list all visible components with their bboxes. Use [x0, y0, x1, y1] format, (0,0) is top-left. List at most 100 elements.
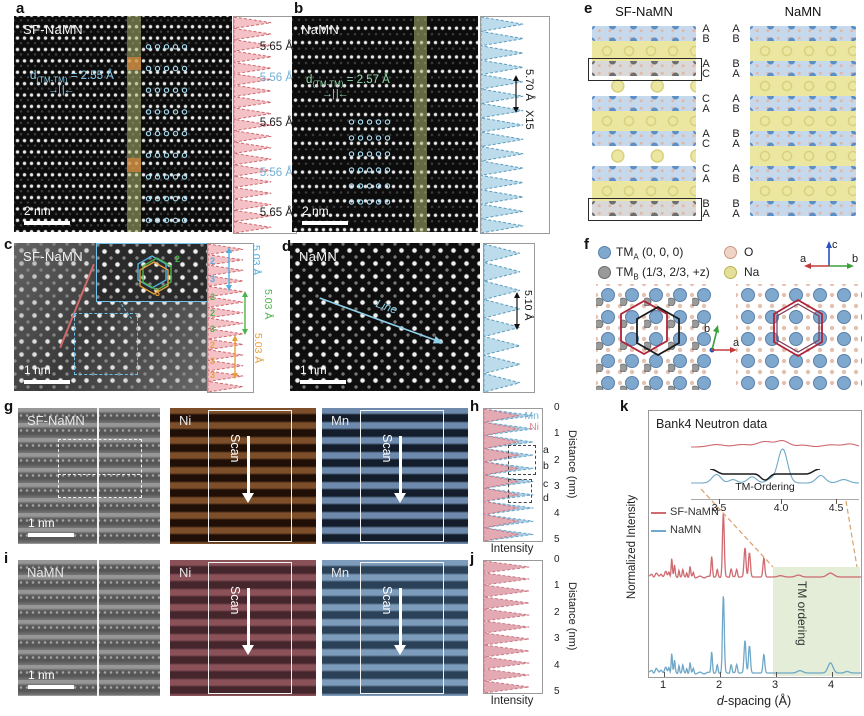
- diffraction-curves: [649, 488, 861, 675]
- peak-pair-box: [508, 445, 536, 475]
- intensity-profile-d: 5.10 Å: [483, 243, 535, 393]
- plot-title: Bank4 Neutron data: [656, 417, 768, 431]
- inset-digit: 2: [175, 254, 181, 264]
- tm-ordering-region: [773, 567, 860, 676]
- region-divider-line: [97, 408, 99, 544]
- scalebar: [28, 685, 74, 689]
- panel-label-c: c: [4, 236, 13, 253]
- measurement-label: 5.03 Å: [252, 333, 264, 364]
- roi-dashed-box: [58, 439, 142, 498]
- series-label-ni: Ni: [529, 421, 539, 433]
- inset-axis-line: [691, 499, 859, 500]
- peak-label: b: [543, 460, 549, 472]
- tm-ordering-region-label: TM ordering: [795, 581, 809, 646]
- series-label-mn: Mn: [524, 410, 539, 422]
- x-tick: [776, 672, 777, 677]
- x-tick: [664, 672, 665, 677]
- legend-tma: TMA (0, 0, 0): [616, 245, 684, 262]
- legend-line-blue: [651, 530, 666, 532]
- scalebar-label: 1 nm: [300, 363, 327, 377]
- scan-region-box: [208, 410, 292, 542]
- spacing-arrows: →| |←: [322, 88, 349, 100]
- structure-title-right: NaMN: [784, 4, 822, 19]
- structure-topview-nm: [736, 284, 862, 390]
- x-tick-label: 3: [771, 679, 779, 691]
- panel-label-f: f: [584, 236, 589, 253]
- stacking-fault-marker: [127, 57, 141, 70]
- scan-label: Scan: [228, 434, 242, 463]
- tma-atom-icon: [598, 246, 611, 259]
- x-tick-label: 4: [827, 679, 835, 691]
- intensity-axis-label: Intensity: [490, 695, 534, 707]
- element-label: Ni: [179, 413, 192, 428]
- eds-line-profile-sf: Mn Ni: [483, 408, 543, 542]
- panel-label-i: i: [4, 550, 9, 567]
- crystal-axes-ab: b a: [704, 323, 740, 353]
- peak-label: a: [543, 444, 549, 456]
- haadf-image-sf: SF-NaMN 1 nm: [18, 408, 160, 544]
- tem-image-sf-namn-planar: SF-NaMN 2 3 1 nm: [14, 243, 207, 391]
- panel-label-g: g: [4, 398, 14, 415]
- line-scan-annotation: Line: [318, 279, 451, 349]
- inset-tick: [719, 499, 720, 504]
- scalebar: [300, 380, 346, 384]
- honeycomb-overlays: [137, 255, 172, 295]
- x-tick-label: 2: [715, 679, 723, 691]
- scalebar-label: 1 nm: [24, 363, 51, 377]
- panel-label-k: k: [620, 398, 629, 415]
- d-spacing-annotation: d(TM-TM) = 2.57 Å: [306, 74, 390, 89]
- element-label: Ni: [179, 565, 192, 580]
- eds-map-ni-nm: Ni Scan: [170, 560, 316, 696]
- brace-label: TM-Ordering: [735, 481, 795, 493]
- inset-tick-label: 4.5: [828, 502, 844, 514]
- region-divider-line: [97, 560, 99, 696]
- eds-map-ni-sf: Ni Scan: [170, 408, 316, 544]
- scan-arrow-icon: [394, 588, 406, 655]
- structure-namn: [750, 26, 856, 216]
- peak-label: c: [543, 478, 549, 490]
- panel-label-j: j: [470, 550, 475, 567]
- inset-tick-label: 3.5: [711, 502, 727, 514]
- eds-map-mn-nm: Mn Scan: [322, 560, 468, 696]
- svg-text:b: b: [852, 253, 858, 265]
- peak-label: d: [543, 492, 549, 504]
- panel-label-d: d: [282, 238, 292, 255]
- o-atom-icon: [724, 246, 737, 259]
- profile-spacing-label: 5.70 ÅX15: [523, 69, 535, 130]
- distance-axis-label: Distance (nm): [566, 582, 578, 651]
- scalebar: [302, 221, 348, 225]
- inset-tick: [836, 499, 837, 504]
- panel-label-a: a: [16, 0, 25, 17]
- na-column-markers: [347, 114, 393, 210]
- scan-annotation: Scan: [228, 586, 254, 655]
- measurement-label: 5.03 Å: [250, 245, 262, 276]
- scan-arrow-icon: [242, 436, 254, 503]
- sample-label: NaMN: [299, 249, 338, 264]
- svg-text:a: a: [733, 337, 740, 349]
- scan-region-box: [360, 562, 444, 694]
- element-label: Mn: [331, 413, 350, 428]
- structure-title-left: SF-NaMN: [615, 4, 673, 19]
- scalebar: [24, 221, 70, 225]
- line-scan-arrow: [319, 297, 444, 344]
- y-axis-label: Normalized Intensity: [626, 494, 638, 600]
- inset-tick-label: 4.0: [773, 502, 789, 514]
- magnified-inset: 2 3: [96, 243, 207, 302]
- roi-dashed-box: [74, 313, 138, 375]
- scan-region-box: [208, 562, 292, 694]
- d-spacing-annotation: d(TM-TM) = 2.55 Å: [30, 70, 114, 85]
- element-label: Mn: [331, 565, 350, 580]
- haadf-image-nm: NaMN 1 nm: [18, 560, 160, 696]
- scan-label: Scan: [380, 434, 394, 463]
- na-atom-icon: [724, 266, 737, 279]
- intensity-profile-b: 5.70 ÅX15: [480, 16, 550, 234]
- measure-arrow-icon: [232, 335, 238, 379]
- sample-label: NaMN: [27, 565, 64, 580]
- eds-map-mn-sf: Mn Scan: [322, 408, 468, 544]
- tmb-atom-icon: [598, 266, 611, 279]
- intensity-profile-a: 5.65 Å 5.56 Å 5.65 Å 5.56 Å 5.65 Å: [233, 16, 297, 234]
